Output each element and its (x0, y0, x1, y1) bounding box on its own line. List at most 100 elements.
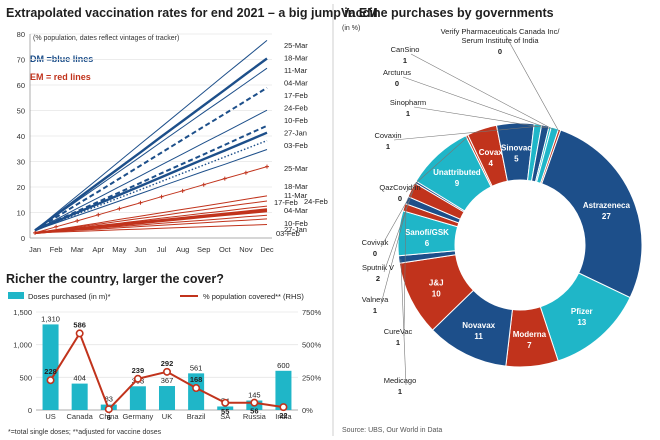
y-left-tick-label: 500 (19, 373, 32, 382)
slice-callout-label: Covaxin (374, 131, 401, 140)
slice-callout-label: QazCovid-in (379, 183, 420, 192)
slice-callout-value: 1 (403, 56, 407, 65)
slice-label: Astrazeneca (583, 201, 631, 210)
slice-callout-label: Covivak (362, 238, 389, 247)
x-tick-label: India (275, 412, 292, 421)
y-left-tick-label: 1,000 (13, 341, 32, 350)
coverage-label: 55 (221, 407, 229, 416)
coverage-label: 586 (73, 320, 86, 329)
slice-callout-label: Sputnik V (362, 263, 394, 272)
coverage-point (104, 405, 113, 414)
bar-SA (217, 406, 234, 410)
coverage-label: 56 (250, 407, 258, 416)
series-line-dm-10-Feb (34, 131, 268, 232)
coverage-point (250, 398, 259, 407)
slice-value: 13 (577, 318, 586, 327)
series-label-em: 18-Mar (284, 182, 308, 191)
series-label-em: 25-Mar (284, 164, 308, 173)
y-tick-label: 30 (17, 158, 25, 167)
series-line-em-25-Mar (34, 166, 268, 234)
y-left-tick-label: 0 (28, 406, 32, 415)
series-label-dm: 10-Feb (284, 116, 308, 125)
slice-label: Novavax (462, 321, 495, 330)
x-tick-label: Nov (239, 245, 253, 254)
series-marker (201, 182, 206, 187)
slice-value: 11 (474, 332, 483, 341)
x-tick-label: Germany (122, 412, 153, 421)
bar-Germany (129, 386, 146, 410)
series-marker (243, 170, 248, 175)
coverage-label: 22 (279, 411, 287, 420)
legend-label-line: % population covered** (RHS) (203, 292, 304, 301)
slice-value: 27 (602, 212, 611, 221)
y-tick-label: 20 (17, 183, 25, 192)
x-tick-label: Feb (50, 245, 63, 254)
slice-callout-label: CureVac (384, 327, 413, 336)
x-tick-label: Jun (134, 245, 146, 254)
legend-label-bars: Doses purchased (in m)* (28, 292, 111, 301)
series-marker (117, 206, 122, 211)
bar-value-label: 1,310 (41, 314, 60, 323)
coverage-point (192, 384, 201, 393)
x-tick-label: SA (220, 412, 230, 421)
source-note: Source: UBS, Our World in Data (342, 427, 442, 434)
series-line-dm-25-Mar (34, 40, 268, 231)
slice-value: 4 (489, 159, 494, 168)
series-line-em-18-Mar (34, 195, 268, 234)
x-tick-label: Jan (29, 245, 41, 254)
series-label-em: 10-Feb (284, 219, 308, 228)
donut-subtitle: (in %) (342, 25, 360, 32)
slice-value: 10 (432, 290, 441, 299)
x-tick-label: Dec (260, 245, 274, 254)
bar-value-label: 83 (105, 395, 113, 404)
callout-leader (383, 190, 414, 273)
series-line-dm-04-Mar (34, 86, 268, 232)
y-tick-label: 80 (17, 30, 25, 39)
coverage-label: 239 (132, 366, 145, 375)
slice-callout-value: 1 (398, 387, 402, 396)
series-line-dm-27-Jan (34, 139, 268, 231)
series-line-dm-03-Feb (34, 149, 268, 231)
series-marker (265, 164, 269, 169)
coverage-point (163, 367, 172, 376)
series-line-dm-18-Mar (34, 57, 268, 232)
y-right-tick-label: 0% (302, 406, 313, 415)
series-label-em: 24-Feb (304, 197, 328, 206)
series-label-em: 17-Feb (274, 198, 298, 207)
slice-label: Sanofi/GSK (405, 228, 449, 237)
y-left-tick-label: 1,500 (13, 308, 32, 317)
x-tick-label: China (99, 412, 119, 421)
bar-value-label: 367 (161, 376, 174, 385)
series-line-em-10-Feb (34, 214, 268, 234)
slice-label: Covax (479, 148, 504, 157)
slice-value: 6 (425, 239, 430, 248)
x-tick-label: Canada (67, 412, 94, 421)
slice-label: Sinovac (501, 144, 532, 153)
line-chart-title: Extrapolated vaccination rates for end 2… (6, 6, 378, 20)
y-tick-label: 50 (17, 107, 25, 116)
slice-value: 5 (514, 155, 519, 164)
donut-slice-astrazeneca (541, 129, 643, 299)
callout-leader (402, 76, 550, 130)
coverage-point (46, 376, 55, 385)
series-label-em: 27-Jan (284, 225, 307, 234)
series-label-dm: 25-Mar (284, 41, 308, 50)
series-label-dm: 11-Mar (284, 66, 308, 75)
series-marker (54, 224, 59, 229)
bar-value-label: 600 (277, 361, 290, 370)
slice-callout-value: 1 (406, 109, 410, 118)
series-label-em: 11-Mar (284, 191, 308, 200)
slice-callout-value: 0 (373, 249, 377, 258)
coverage-label: 228 (44, 367, 57, 376)
coverage-point (133, 374, 142, 383)
x-tick-label: Sep (197, 245, 210, 254)
series-marker (159, 194, 164, 199)
y-tick-label: 0 (21, 234, 25, 243)
slice-callout-value: 1 (386, 142, 390, 151)
y-tick-label: 70 (17, 56, 25, 65)
series-marker (75, 218, 80, 223)
series-line-dm-11-Mar (34, 67, 268, 231)
donut-chart: Astrazeneca27Pfizer13Moderna7Novavax11J&… (362, 27, 643, 396)
slice-value: 9 (455, 179, 460, 188)
series-label-dm: 17-Feb (284, 91, 308, 100)
